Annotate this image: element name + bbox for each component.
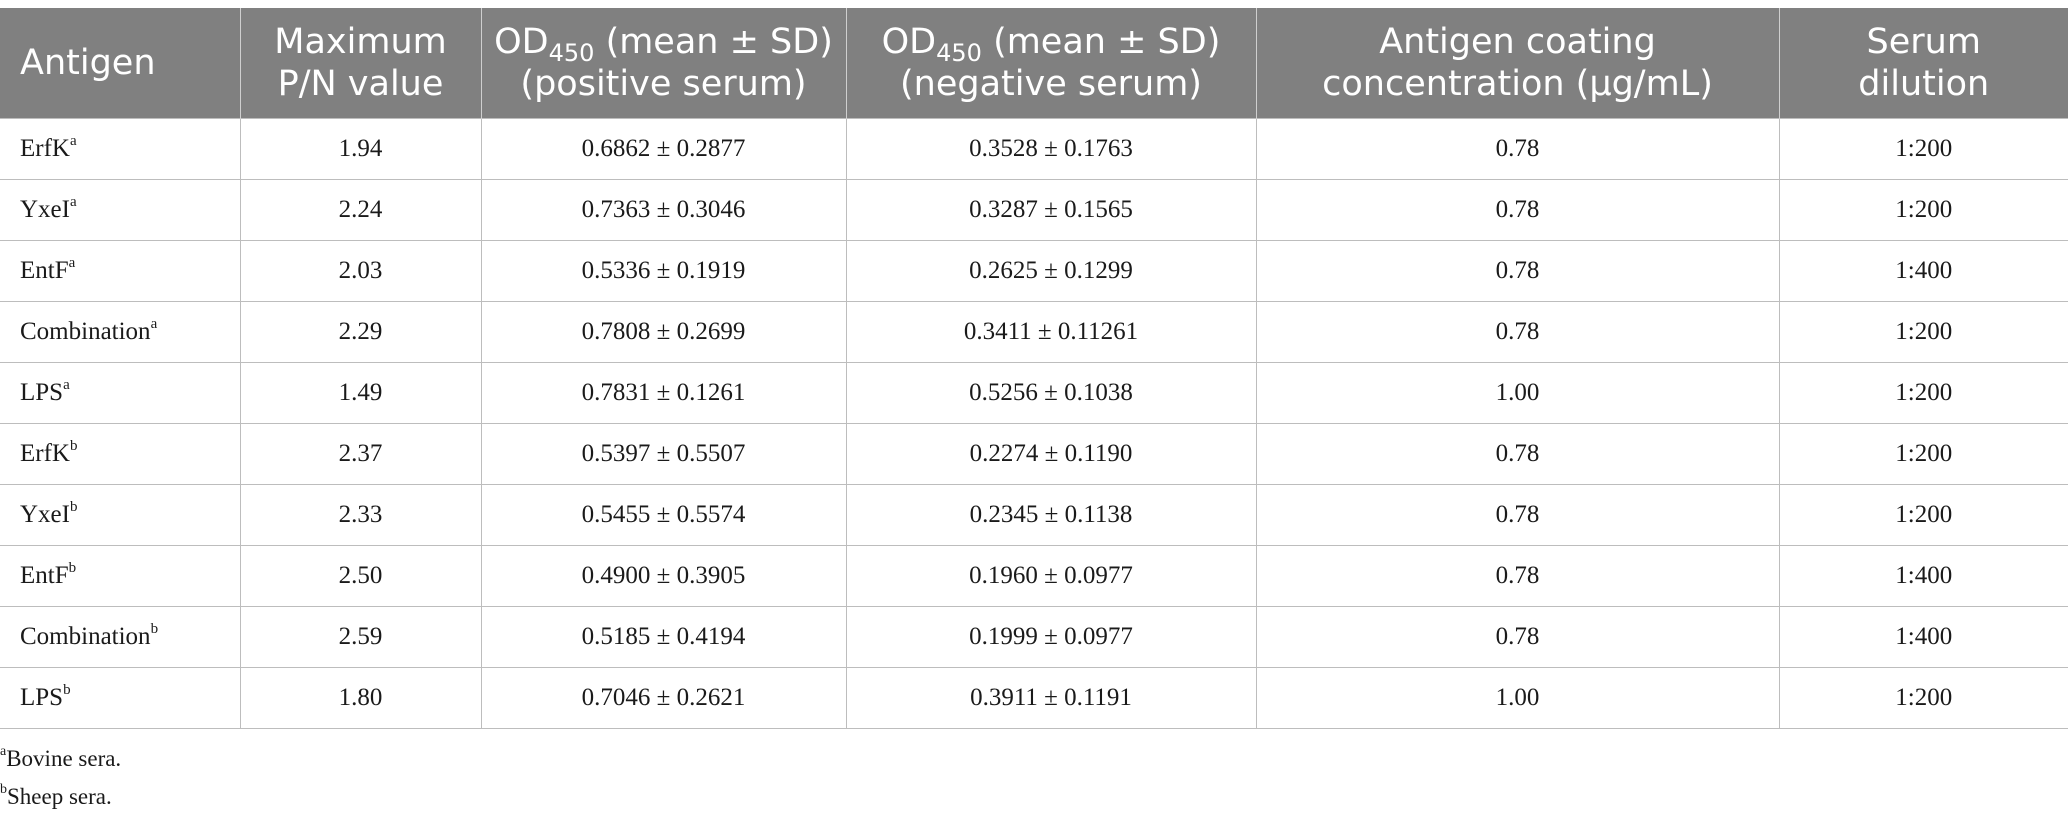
cell-coating-concentration: 0.78 [1256, 545, 1780, 607]
table-row: EntFa 2.03 0.5336 ± 0.1919 0.2625 ± 0.1299 0… [0, 240, 2068, 302]
cell-od-positive: 0.7046 ± 0.2621 [481, 667, 847, 729]
cell-od-positive: 0.5397 ± 0.5507 [481, 423, 847, 485]
cell-antigen: LPSb [0, 667, 241, 729]
cell-antigen: YxeIa [0, 179, 241, 241]
footnote-marker: a [69, 132, 77, 149]
footnote-marker: b [150, 620, 159, 637]
results-table-container: Antigen Maximum P/N value OD450 (mean ± … [0, 8, 2068, 729]
cell-od-positive: 0.5185 ± 0.4194 [481, 606, 847, 668]
cell-antigen: EntFb [0, 545, 241, 607]
cell-od-negative: 0.3411 ± 0.11261 [846, 301, 1257, 363]
cell-serum-dilution: 1:200 [1779, 118, 2068, 180]
cell-od-positive: 0.6862 ± 0.2877 [481, 118, 847, 180]
cell-od-negative: 0.3287 ± 0.1565 [846, 179, 1257, 241]
cell-antigen: ErfKa [0, 118, 241, 180]
cell-coating-concentration: 0.78 [1256, 301, 1780, 363]
footnotes: aBovine sera. bSheep sera. [0, 744, 121, 820]
header-od-positive: OD450 (mean ± SD) (positive serum) [481, 8, 847, 119]
cell-antigen: ErfKb [0, 423, 241, 485]
cell-coating-concentration: 0.78 [1256, 484, 1780, 546]
table-row: Combinationa 2.29 0.7808 ± 0.2699 0.3411 ± … [0, 301, 2068, 363]
cell-antigen: EntFa [0, 240, 241, 302]
cell-coating-concentration: 0.78 [1256, 423, 1780, 485]
cell-max-pn: 2.37 [240, 423, 482, 485]
cell-serum-dilution: 1:200 [1779, 423, 2068, 485]
cell-coating-concentration: 0.78 [1256, 240, 1780, 302]
table-header: Antigen Maximum P/N value OD450 (mean ± … [0, 8, 2068, 119]
table-row: ErfKb 2.37 0.5397 ± 0.5507 0.2274 ± 0.1190 0… [0, 423, 2068, 485]
cell-coating-concentration: 1.00 [1256, 362, 1780, 424]
cell-antigen: LPSa [0, 362, 241, 424]
header-antigen: Antigen [0, 8, 241, 119]
footnote-marker: a [150, 315, 158, 332]
header-od-negative: OD450 (mean ± SD) (negative serum) [846, 8, 1257, 119]
cell-serum-dilution: 1:200 [1779, 667, 2068, 729]
header-max-pn: Maximum P/N value [240, 8, 482, 119]
table-row: LPSa 1.49 0.7831 ± 0.1261 0.5256 ± 0.1038 1.… [0, 362, 2068, 424]
footnote-marker: b [69, 437, 78, 454]
cell-max-pn: 1.49 [240, 362, 482, 424]
cell-coating-concentration: 0.78 [1256, 179, 1780, 241]
footnote-marker: b [68, 559, 77, 576]
cell-serum-dilution: 1:400 [1779, 240, 2068, 302]
footnote-marker: a [68, 254, 76, 271]
footnote-b: bSheep sera. [0, 782, 112, 809]
table-row: YxeIb 2.33 0.5455 ± 0.5574 0.2345 ± 0.1138 0… [0, 484, 2068, 546]
cell-serum-dilution: 1:400 [1779, 545, 2068, 607]
cell-od-negative: 0.5256 ± 0.1038 [846, 362, 1257, 424]
table-row: LPSb 1.80 0.7046 ± 0.2621 0.3911 ± 0.1191 1.… [0, 667, 2068, 729]
cell-serum-dilution: 1:400 [1779, 606, 2068, 668]
cell-od-positive: 0.5336 ± 0.1919 [481, 240, 847, 302]
cell-serum-dilution: 1:200 [1779, 301, 2068, 363]
table-body: ErfKa 1.94 0.6862 ± 0.2877 0.3528 ± 0.1763 0… [0, 118, 2068, 729]
cell-od-negative: 0.2274 ± 0.1190 [846, 423, 1257, 485]
footnote-marker: a [69, 193, 77, 210]
cell-max-pn: 2.03 [240, 240, 482, 302]
cell-od-negative: 0.2625 ± 0.1299 [846, 240, 1257, 302]
cell-max-pn: 2.50 [240, 545, 482, 607]
cell-antigen: Combinationb [0, 606, 241, 668]
cell-od-positive: 0.4900 ± 0.3905 [481, 545, 847, 607]
header-row: Antigen Maximum P/N value OD450 (mean ± … [0, 8, 2068, 119]
table-row: YxeIa 2.24 0.7363 ± 0.3046 0.3287 ± 0.1565 0… [0, 179, 2068, 241]
cell-max-pn: 1.80 [240, 667, 482, 729]
footnote-marker: a [63, 376, 70, 393]
cell-od-negative: 0.1999 ± 0.0977 [846, 606, 1257, 668]
footnote-a: aBovine sera. [0, 744, 122, 771]
cell-max-pn: 2.33 [240, 484, 482, 546]
cell-max-pn: 2.24 [240, 179, 482, 241]
cell-od-positive: 0.7363 ± 0.3046 [481, 179, 847, 241]
footnote-marker: b [69, 498, 78, 515]
cell-od-positive: 0.7831 ± 0.1261 [481, 362, 847, 424]
header-coating-concentration: Antigen coating concentration (μg/mL) [1256, 8, 1780, 119]
cell-coating-concentration: 0.78 [1256, 118, 1780, 180]
cell-max-pn: 2.29 [240, 301, 482, 363]
cell-serum-dilution: 1:200 [1779, 179, 2068, 241]
cell-serum-dilution: 1:200 [1779, 362, 2068, 424]
table-row: Combinationb 2.59 0.5185 ± 0.4194 0.1999 ± … [0, 606, 2068, 668]
cell-od-negative: 0.3528 ± 0.1763 [846, 118, 1257, 180]
cell-antigen: Combinationa [0, 301, 241, 363]
cell-od-positive: 0.5455 ± 0.5574 [481, 484, 847, 546]
cell-od-positive: 0.7808 ± 0.2699 [481, 301, 847, 363]
cell-serum-dilution: 1:200 [1779, 484, 2068, 546]
cell-max-pn: 2.59 [240, 606, 482, 668]
cell-coating-concentration: 0.78 [1256, 606, 1780, 668]
cell-od-negative: 0.1960 ± 0.0977 [846, 545, 1257, 607]
cell-od-negative: 0.2345 ± 0.1138 [846, 484, 1257, 546]
header-serum-dilution: Serum dilution [1779, 8, 2068, 119]
cell-antigen: YxeIb [0, 484, 241, 546]
footnote-marker: b [63, 681, 71, 698]
table-row: EntFb 2.50 0.4900 ± 0.3905 0.1960 ± 0.0977 0… [0, 545, 2068, 607]
cell-od-negative: 0.3911 ± 0.1191 [846, 667, 1257, 729]
cell-max-pn: 1.94 [240, 118, 482, 180]
table-row: ErfKa 1.94 0.6862 ± 0.2877 0.3528 ± 0.1763 0… [0, 118, 2068, 180]
results-table: Antigen Maximum P/N value OD450 (mean ± … [0, 8, 2068, 729]
cell-coating-concentration: 1.00 [1256, 667, 1780, 729]
